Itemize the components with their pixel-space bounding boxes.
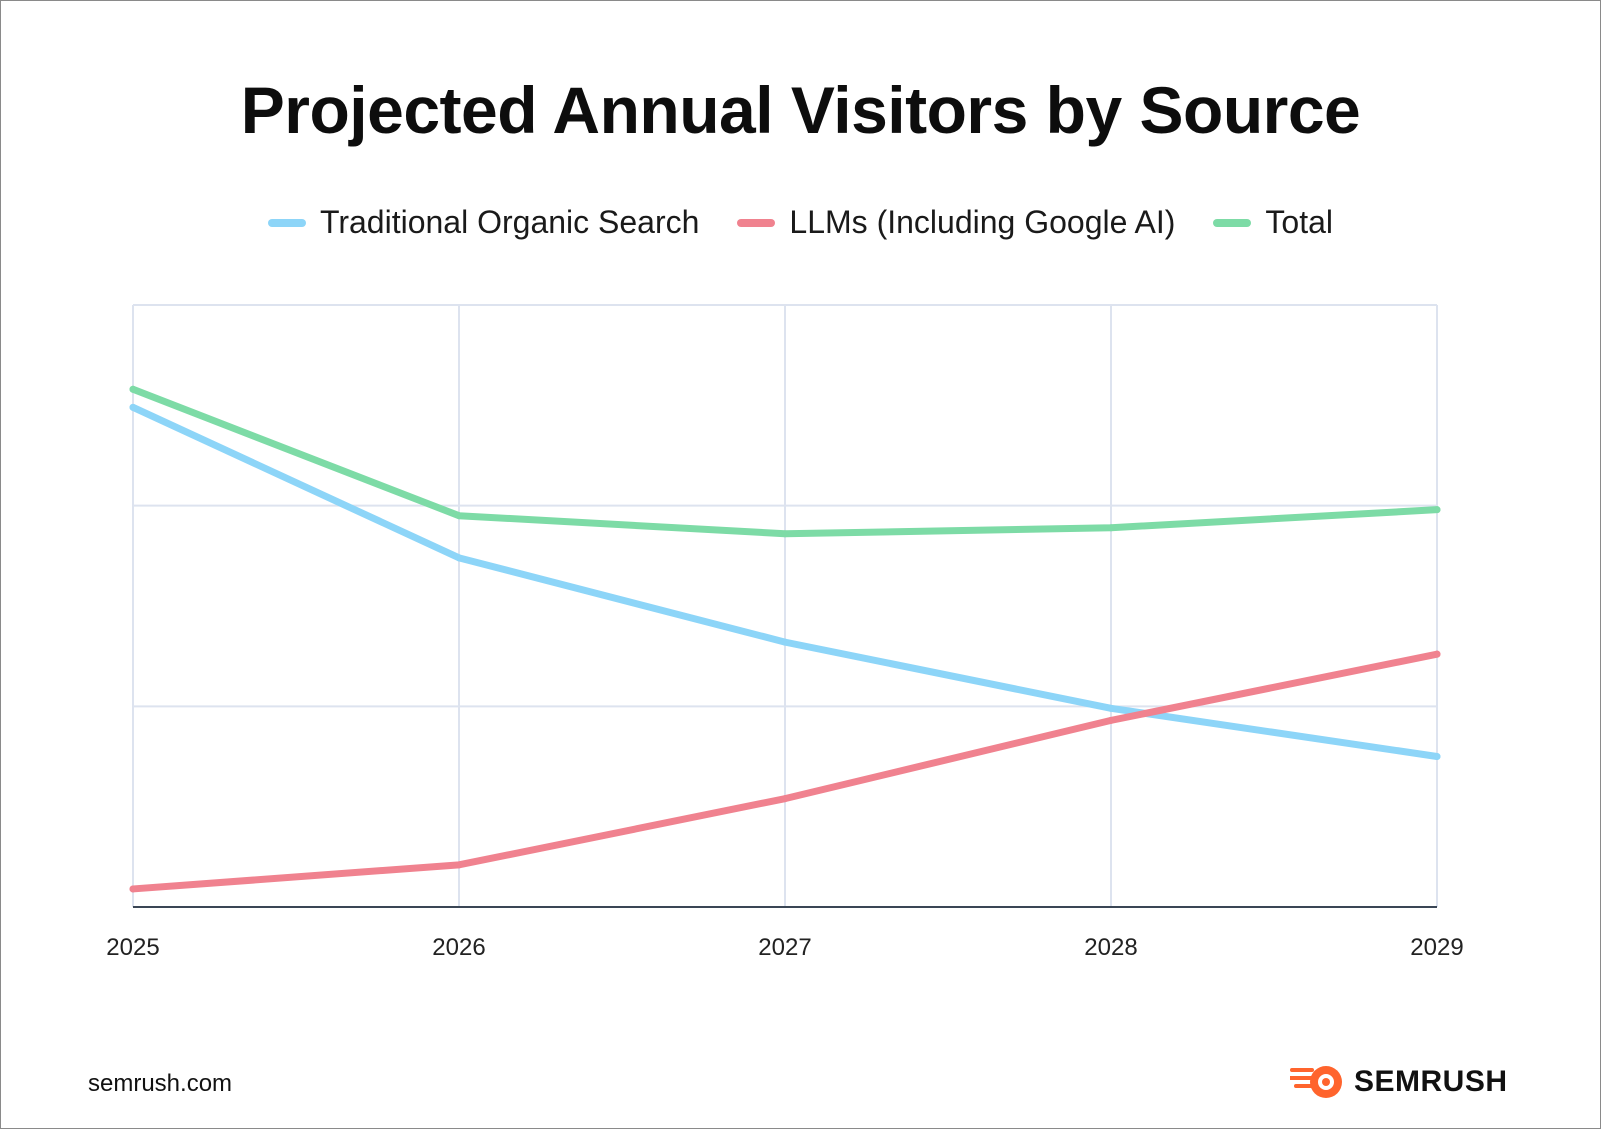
data-point xyxy=(1107,524,1115,532)
legend-swatch-organic xyxy=(267,218,306,227)
data-point xyxy=(781,530,789,538)
data-point xyxy=(129,385,137,393)
line-chart: 2025 2026 2027 2028 2029 xyxy=(106,304,1464,961)
brand-logo: SEMRUSH xyxy=(1290,1062,1508,1102)
data-point xyxy=(781,638,789,646)
legend-item-llms: LLMs (Including Google AI) xyxy=(737,204,1175,241)
chart-legend: Traditional Organic Search LLMs (Includi… xyxy=(0,204,1601,241)
data-point xyxy=(455,554,463,562)
x-tick-label: 2025 xyxy=(106,934,159,961)
data-point xyxy=(1433,650,1441,658)
legend-item-total: Total xyxy=(1213,204,1333,241)
legend-swatch-total xyxy=(1213,218,1252,227)
brand-name: SEMRUSH xyxy=(1354,1065,1508,1098)
legend-swatch-llms xyxy=(737,218,776,227)
data-point xyxy=(1433,753,1441,760)
data-point xyxy=(129,885,137,893)
legend-label-llms: LLMs (Including Google AI) xyxy=(789,204,1176,240)
chart-title: Projected Annual Visitors by Source xyxy=(240,73,1361,147)
legend-label-total: Total xyxy=(1265,204,1333,240)
data-point xyxy=(455,512,463,520)
data-point xyxy=(129,403,137,411)
data-point xyxy=(455,861,463,869)
x-tick-label: 2027 xyxy=(758,934,811,961)
data-point xyxy=(1433,506,1441,514)
data-point xyxy=(1107,716,1115,724)
data-point xyxy=(781,795,789,803)
semrush-logo-icon xyxy=(1290,1066,1342,1098)
x-tick-label: 2026 xyxy=(432,934,485,961)
data-point xyxy=(1107,704,1115,712)
legend-label-organic: Traditional Organic Search xyxy=(319,204,700,240)
x-tick-label: 2028 xyxy=(1084,934,1137,961)
footer-url: semrush.com xyxy=(88,1070,233,1097)
x-tick-label: 2029 xyxy=(1410,934,1463,961)
legend-item-organic: Traditional Organic Search xyxy=(267,204,700,241)
